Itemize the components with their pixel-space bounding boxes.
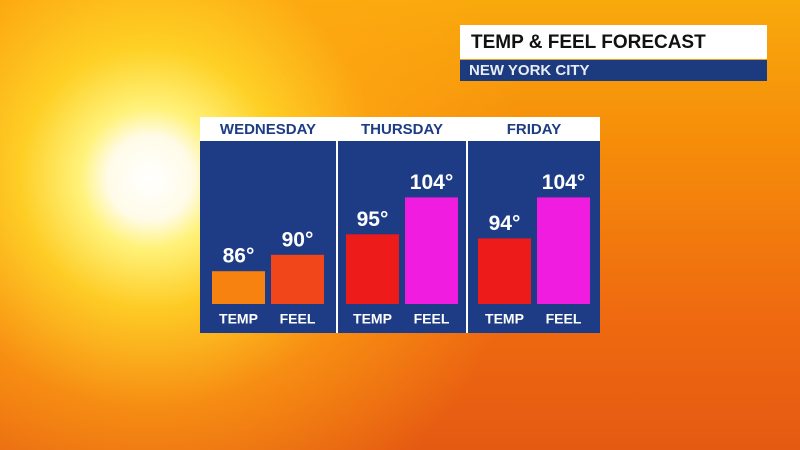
value-label: 104°: [542, 171, 585, 194]
chart-subtitle: NEW YORK CITY: [469, 62, 590, 79]
value-label: 104°: [410, 171, 453, 194]
series-label: TEMP: [219, 311, 258, 327]
day-label: WEDNESDAY: [220, 121, 316, 138]
value-label: 86°: [223, 245, 255, 268]
bar: [271, 254, 324, 304]
value-label: 94°: [489, 212, 521, 235]
subtitle-box: [460, 60, 767, 81]
day-label: THURSDAY: [361, 121, 443, 138]
series-label: FEEL: [280, 311, 316, 327]
series-label: TEMP: [353, 311, 392, 327]
title-box: [460, 25, 767, 59]
bar: [478, 238, 531, 304]
plot-panel: [200, 141, 600, 333]
chart-title: TEMP & FEEL FORECAST: [471, 32, 706, 53]
bar: [537, 197, 590, 304]
bar: [346, 234, 399, 304]
series-label: TEMP: [485, 311, 524, 327]
bar: [405, 197, 458, 304]
bar: [212, 271, 265, 304]
value-label: 90°: [282, 228, 314, 251]
header-row: [200, 117, 600, 141]
series-label: FEEL: [414, 311, 450, 327]
series-label: FEEL: [546, 311, 582, 327]
value-label: 95°: [357, 208, 389, 231]
day-label: FRIDAY: [507, 121, 561, 138]
